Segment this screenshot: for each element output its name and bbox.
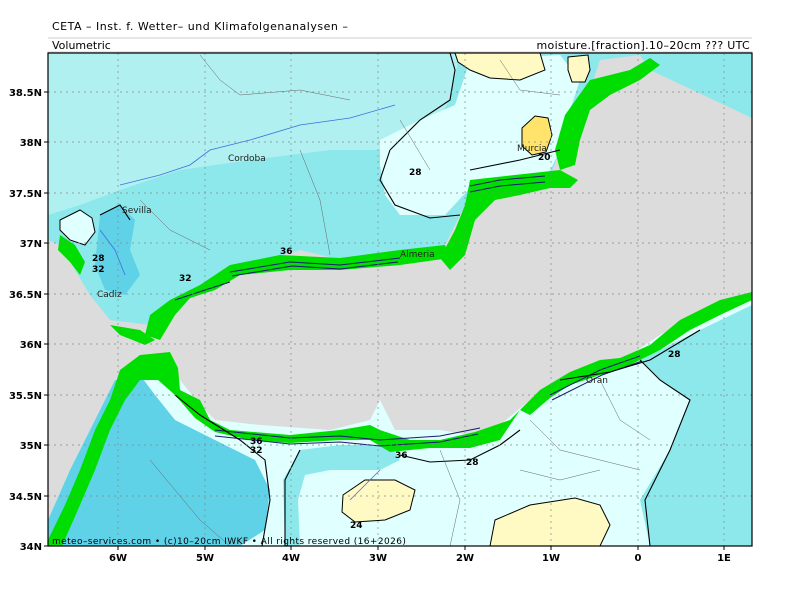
- moisture-region-dry: [341, 479, 416, 523]
- city-label: Sevilla: [122, 206, 152, 216]
- contour-label: 36: [280, 247, 293, 257]
- y-tick-label: 38.5N: [9, 88, 42, 99]
- moisture-region-deep: [95, 205, 140, 295]
- moisture-region-light: [48, 53, 460, 215]
- x-tick-label: 4W: [282, 553, 300, 564]
- contour-label: 28: [466, 458, 479, 468]
- y-tick-label: 37N: [20, 239, 42, 250]
- contour-label: 36: [395, 451, 408, 461]
- copyright-footer: meteo–services.com • (c)10–20cm IWKF • A…: [52, 537, 406, 547]
- x-axis: 6W 5W 4W 3W 2W 1W 0 1E: [109, 546, 731, 564]
- map-layers: Cordoba Sevilla Cadiz Almeria Murcia Ora…: [48, 53, 752, 547]
- variable-label: Volumetric: [52, 39, 111, 52]
- x-tick-label: 1E: [717, 553, 731, 564]
- contour-label: 28: [409, 168, 422, 178]
- y-tick-label: 38N: [20, 138, 42, 149]
- x-tick-label: 5W: [196, 553, 214, 564]
- moisture-region-dry: [454, 53, 546, 81]
- contour-label: 32: [179, 274, 192, 284]
- contour-label: 20: [538, 153, 551, 163]
- contour-label: 28: [668, 350, 681, 360]
- x-tick-label: 2W: [456, 553, 474, 564]
- plot-frame: [47, 52, 753, 547]
- city-label: Murcia: [517, 144, 547, 154]
- contour-label: 32: [92, 265, 105, 275]
- graticule: [48, 53, 752, 546]
- chart-title: CETA – Inst. f. Wetter– und Klimafolgena…: [52, 20, 349, 33]
- city-label: Oran: [586, 376, 608, 386]
- contour-label: 28: [92, 254, 105, 264]
- x-tick-label: 3W: [369, 553, 387, 564]
- moisture-contours: [99, 53, 701, 546]
- contour-label: 24: [350, 521, 363, 531]
- city-label: Cadiz: [97, 290, 122, 300]
- y-tick-label: 36.5N: [9, 290, 42, 301]
- moisture-region-dry: [567, 54, 591, 83]
- admin-borders: [139, 54, 651, 546]
- moisture-region-light: [283, 445, 400, 546]
- contour-label: 32: [250, 446, 263, 456]
- y-tick-label: 34.5N: [9, 492, 42, 503]
- city-label: Almeria: [400, 250, 435, 260]
- y-tick-label: 35N: [20, 441, 42, 452]
- moisture-region-pale: [59, 209, 96, 246]
- y-tick-label: 36N: [20, 340, 42, 351]
- contour-label: 36: [250, 437, 263, 447]
- y-tick-label: 35.5N: [9, 391, 42, 402]
- city-label: Cordoba: [228, 154, 266, 164]
- y-tick-label: 34N: [20, 542, 42, 553]
- x-tick-label: 6W: [109, 553, 127, 564]
- units-label: moisture.[fraction].10–20cm ??? UTC: [536, 39, 750, 52]
- land-mask-cells: [48, 58, 752, 546]
- x-tick-label: 0: [635, 553, 642, 564]
- y-axis: 38.5N 38N 37.5N 37N 36.5N 36N 35.5N 35N …: [9, 88, 48, 553]
- coastal-contours: [174, 175, 643, 447]
- y-tick-label: 37.5N: [9, 189, 42, 200]
- moisture-region-dry: [489, 497, 611, 546]
- rivers: [99, 104, 396, 501]
- x-tick-label: 1W: [542, 553, 560, 564]
- moisture-region-murcia: [521, 115, 553, 156]
